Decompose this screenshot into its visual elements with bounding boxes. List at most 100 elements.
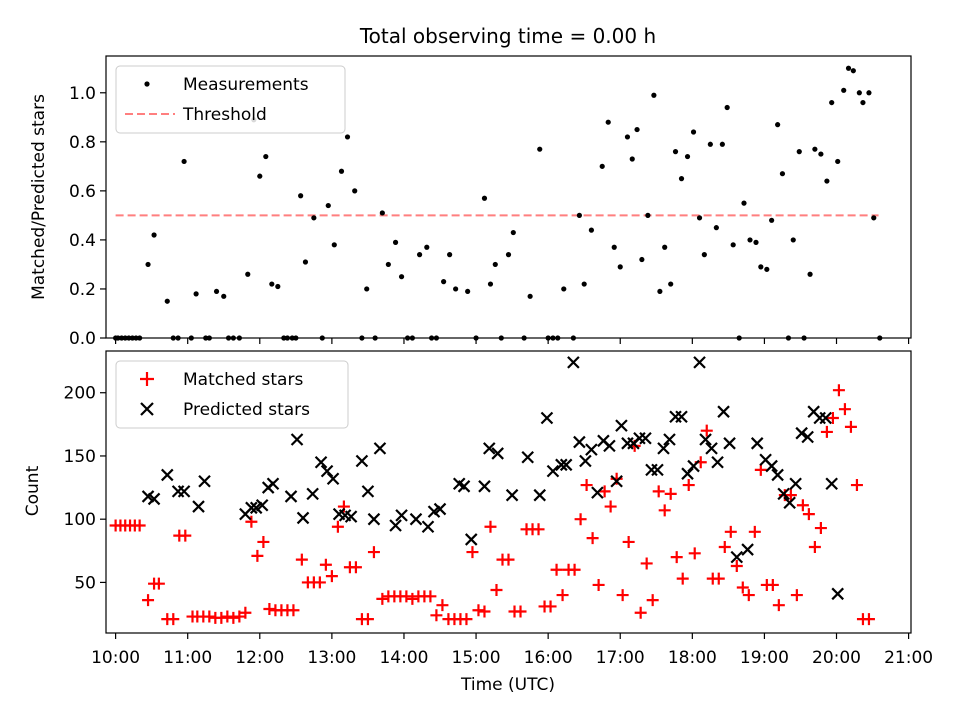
predicted-star-point bbox=[819, 411, 832, 425]
predicted-star-point bbox=[198, 474, 211, 488]
predicted-star-point bbox=[693, 356, 706, 369]
x-tick-label: 14:00 bbox=[379, 648, 428, 668]
predicted-star-point bbox=[639, 431, 652, 445]
bottom-legend: Matched stars Predicted stars bbox=[115, 360, 349, 429]
measurement-point bbox=[651, 92, 657, 98]
measurement-point bbox=[730, 242, 736, 248]
matched-star-point bbox=[460, 613, 473, 626]
predicted-star-point bbox=[663, 433, 676, 446]
predicted-star-point bbox=[741, 543, 754, 556]
measurement-point bbox=[193, 291, 199, 297]
matched-star-point bbox=[233, 610, 246, 623]
measurement-point bbox=[588, 227, 595, 233]
matched-star-point bbox=[367, 546, 380, 559]
predicted-star-point bbox=[245, 501, 258, 515]
measurement-point bbox=[724, 104, 730, 111]
predicted-star-point bbox=[505, 488, 519, 502]
measurement-point bbox=[416, 252, 423, 258]
legend-predicted-marker bbox=[140, 402, 154, 416]
matched-star-point bbox=[820, 425, 833, 438]
measurement-point bbox=[245, 271, 251, 277]
matched-star-point bbox=[712, 572, 725, 585]
predicted-star-point bbox=[284, 490, 298, 503]
matched-star-point bbox=[502, 553, 515, 566]
matched-star-point bbox=[478, 605, 491, 618]
matched-star-point bbox=[466, 546, 479, 559]
matched-star-point bbox=[239, 606, 252, 619]
measurement-point bbox=[747, 237, 753, 243]
top-y-tick-label: 0.4 bbox=[69, 231, 96, 251]
predicted-star-point bbox=[717, 405, 730, 418]
measurement-point bbox=[331, 242, 337, 248]
measurement-point bbox=[758, 264, 764, 270]
measurement-point bbox=[145, 261, 151, 268]
predicted-star-point bbox=[559, 458, 573, 472]
predicted-star-point bbox=[546, 464, 560, 478]
predicted-star-point bbox=[192, 500, 205, 513]
measurement-point bbox=[662, 244, 668, 250]
predicted-star-point bbox=[783, 496, 796, 510]
matched-star-point bbox=[544, 600, 557, 613]
matched-star-point bbox=[287, 604, 300, 617]
x-tick-label: 16:00 bbox=[524, 648, 573, 668]
measurement-point bbox=[713, 225, 719, 231]
predicted-star-point bbox=[290, 433, 304, 446]
matched-star-point bbox=[472, 604, 485, 617]
x-tick-label: 21:00 bbox=[884, 648, 933, 668]
matched-star-point bbox=[484, 520, 497, 533]
predicted-star-point bbox=[795, 426, 808, 440]
measurement-point bbox=[779, 171, 786, 177]
bottom-y-tick-label: 150 bbox=[64, 447, 96, 467]
measurement-point bbox=[672, 149, 679, 155]
matched-stars-points bbox=[109, 384, 875, 626]
top-legend: Measurements Threshold bbox=[115, 65, 346, 134]
measurement-point bbox=[807, 271, 813, 277]
measurement-point bbox=[510, 229, 516, 236]
matched-star-point bbox=[263, 602, 276, 615]
matched-star-point bbox=[772, 599, 785, 612]
predicted-star-point bbox=[367, 512, 381, 526]
predicted-star-point bbox=[723, 437, 736, 450]
measurement-point bbox=[487, 281, 494, 287]
predicted-star-point bbox=[409, 512, 423, 526]
measurement-point bbox=[352, 188, 358, 194]
matched-star-point bbox=[718, 541, 731, 554]
matched-star-point bbox=[424, 590, 437, 603]
top-subplot: Total observing time = 0.00 h Matched/Pr… bbox=[29, 24, 912, 349]
matched-star-point bbox=[736, 581, 749, 594]
measurement-point bbox=[441, 279, 447, 285]
x-axis-label: Time (UTC) bbox=[460, 675, 555, 695]
bottom-x-ticks: 10:00 11:00 12:00 13:00 14:00 15:00 16:00 17:00… bbox=[91, 633, 933, 668]
predicted-star-point bbox=[615, 419, 628, 432]
predicted-star-point bbox=[555, 458, 568, 472]
predicted-star-point bbox=[482, 442, 496, 455]
measurement-point bbox=[398, 274, 405, 280]
predicted-star-point bbox=[433, 502, 447, 516]
matched-star-point bbox=[796, 499, 809, 512]
measurement-point bbox=[617, 264, 623, 270]
matched-star-point bbox=[844, 420, 857, 433]
measurement-point bbox=[860, 99, 866, 106]
legend-matched-label: Matched stars bbox=[183, 370, 303, 390]
predicted-star-point bbox=[478, 480, 491, 493]
predicted-star-point bbox=[389, 519, 402, 532]
predicted-star-point bbox=[591, 486, 604, 499]
measurement-point bbox=[845, 65, 852, 71]
predicted-star-point bbox=[610, 474, 623, 488]
chart-title: Total observing time = 0.00 h bbox=[359, 24, 656, 48]
predicted-star-point bbox=[326, 472, 340, 485]
measurement-point bbox=[325, 202, 331, 209]
measurement-point bbox=[447, 252, 453, 258]
matched-star-point bbox=[532, 523, 545, 536]
bottom-y-axis-label: Count bbox=[23, 465, 43, 516]
legend-matched-marker bbox=[140, 372, 154, 386]
measurement-point bbox=[364, 286, 370, 292]
measurement-point bbox=[505, 252, 512, 258]
matched-star-point bbox=[838, 403, 851, 416]
predicted-star-point bbox=[540, 411, 554, 425]
matched-star-point bbox=[862, 613, 875, 626]
matched-star-point bbox=[406, 592, 419, 605]
matched-star-point bbox=[640, 557, 653, 570]
measurement-point bbox=[769, 217, 775, 223]
matched-star-point bbox=[430, 609, 443, 622]
